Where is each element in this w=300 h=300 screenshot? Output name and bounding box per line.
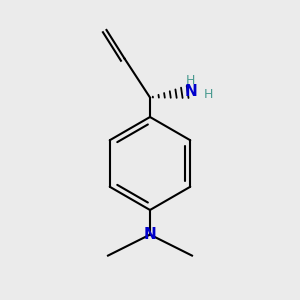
- Text: H: H: [204, 88, 213, 101]
- Text: H: H: [186, 74, 195, 87]
- Text: N: N: [144, 227, 156, 242]
- Text: N: N: [184, 84, 197, 99]
